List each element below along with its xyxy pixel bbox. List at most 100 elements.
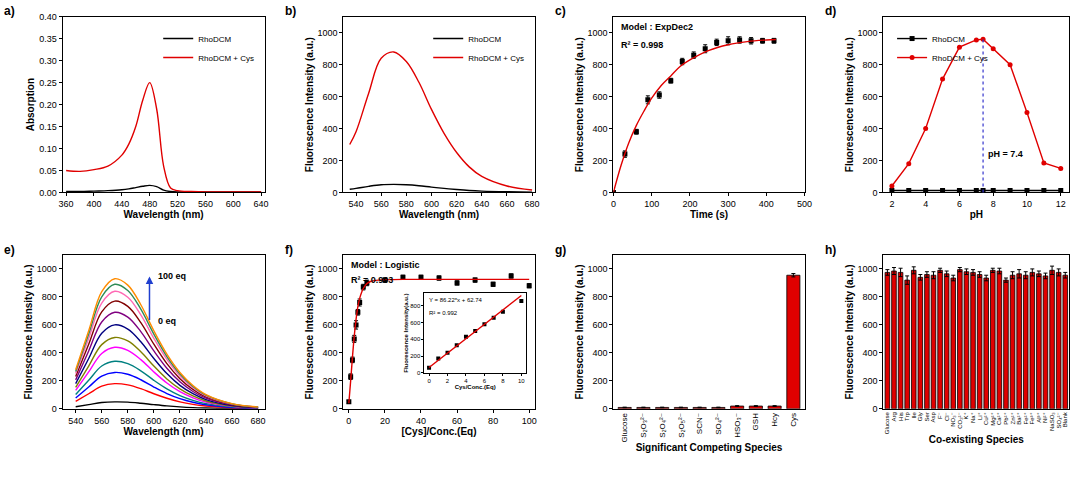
svg-text:0.25: 0.25 <box>39 78 57 88</box>
svg-text:200: 200 <box>593 376 608 386</box>
svg-text:GSH: GSH <box>751 413 760 431</box>
svg-text:Ni²⁺: Ni²⁺ <box>1042 412 1048 423</box>
svg-text:Fluorescence Intensity (a.u.): Fluorescence Intensity (a.u.) <box>23 264 34 399</box>
svg-text:S₂O₄²⁻: S₂O₄²⁻ <box>658 413 667 438</box>
svg-text:580: 580 <box>399 199 414 209</box>
svg-text:RhoDCM + Cys: RhoDCM + Cys <box>468 54 524 63</box>
svg-text:520: 520 <box>170 199 185 209</box>
svg-text:Hcy: Hcy <box>770 413 779 427</box>
svg-text:4: 4 <box>464 378 468 384</box>
svg-text:Zn²⁺: Zn²⁺ <box>1010 412 1016 424</box>
svg-text:200: 200 <box>410 353 421 359</box>
svg-text:600: 600 <box>593 92 608 102</box>
svg-text:RhoDCM: RhoDCM <box>198 35 231 44</box>
svg-text:0: 0 <box>611 199 616 209</box>
svg-text:400: 400 <box>863 124 878 134</box>
svg-text:0 eq: 0 eq <box>158 316 176 326</box>
svg-text:200: 200 <box>863 156 878 166</box>
svg-text:0: 0 <box>333 404 338 414</box>
svg-text:100: 100 <box>644 199 659 209</box>
svg-text:580: 580 <box>120 416 135 426</box>
svg-text:400: 400 <box>410 336 421 342</box>
svg-text:800: 800 <box>323 292 338 302</box>
svg-text:Fluorescence Intensity (a.u.): Fluorescence Intensity (a.u.) <box>304 37 315 172</box>
svg-text:100 eq: 100 eq <box>158 271 186 281</box>
svg-text:200: 200 <box>323 156 338 166</box>
svg-text:600: 600 <box>593 320 608 330</box>
svg-text:Fe²⁺: Fe²⁺ <box>1023 412 1029 424</box>
svg-text:Absorption: Absorption <box>25 78 36 131</box>
svg-text:pH: pH <box>970 209 983 220</box>
svg-text:R² = 0.998: R² = 0.998 <box>621 40 663 50</box>
svg-text:0: 0 <box>333 188 338 198</box>
svg-text:600: 600 <box>226 199 241 209</box>
svg-text:Wavelength (nm): Wavelength (nm) <box>124 426 204 437</box>
svg-text:Ca²⁺: Ca²⁺ <box>996 412 1002 425</box>
svg-text:SO₄²⁻: SO₄²⁻ <box>1056 412 1062 428</box>
svg-text:0: 0 <box>873 188 878 198</box>
svg-text:800: 800 <box>593 60 608 70</box>
svg-text:Fluorescence Intensity (a.u.): Fluorescence Intensity (a.u.) <box>574 264 585 399</box>
svg-text:0.10: 0.10 <box>39 144 57 154</box>
svg-text:620: 620 <box>172 416 187 426</box>
svg-text:SCN⁻: SCN⁻ <box>695 413 704 434</box>
svg-text:S₂O₃²⁻: S₂O₃²⁻ <box>639 413 648 438</box>
svg-text:640: 640 <box>254 199 269 209</box>
svg-text:620: 620 <box>449 199 464 209</box>
svg-text:400: 400 <box>86 199 101 209</box>
svg-text:Y = 86.22*x + 62.74: Y = 86.22*x + 62.74 <box>429 297 483 303</box>
svg-text:Time (s): Time (s) <box>690 209 728 220</box>
svg-text:200: 200 <box>42 376 57 386</box>
svg-text:K⁺: K⁺ <box>963 412 969 419</box>
svg-text:0.15: 0.15 <box>39 122 57 132</box>
svg-text:Fluorescence Intensity (a.u.): Fluorescence Intensity (a.u.) <box>844 37 855 172</box>
svg-text:6: 6 <box>483 378 487 384</box>
svg-text:400: 400 <box>593 348 608 358</box>
svg-text:80: 80 <box>488 416 498 426</box>
svg-text:Gly: Gly <box>917 412 923 421</box>
svg-text:200: 200 <box>863 376 878 386</box>
svg-text:d): d) <box>825 4 836 18</box>
svg-text:100: 100 <box>522 416 537 426</box>
svg-text:600: 600 <box>323 320 338 330</box>
svg-text:600: 600 <box>424 199 439 209</box>
svg-text:[Cys]/Conc.(Eq): [Cys]/Conc.(Eq) <box>402 426 477 437</box>
svg-text:600: 600 <box>410 320 421 326</box>
svg-text:400: 400 <box>759 199 774 209</box>
svg-text:2: 2 <box>446 378 450 384</box>
svg-text:a): a) <box>4 4 15 18</box>
svg-text:Trp: Trp <box>904 412 910 421</box>
svg-text:Blank: Blank <box>1062 411 1068 427</box>
svg-text:8: 8 <box>501 378 505 384</box>
svg-text:RhoDCM + Cys: RhoDCM + Cys <box>932 54 988 63</box>
svg-text:800: 800 <box>863 60 878 70</box>
svg-text:600: 600 <box>863 92 878 102</box>
svg-text:NO₃⁻: NO₃⁻ <box>950 412 956 427</box>
svg-text:0.35: 0.35 <box>39 34 57 44</box>
svg-text:0: 0 <box>603 188 608 198</box>
svg-text:1000: 1000 <box>858 28 878 38</box>
svg-text:0.00: 0.00 <box>39 188 57 198</box>
svg-text:560: 560 <box>374 199 389 209</box>
svg-text:600: 600 <box>42 320 57 330</box>
svg-text:Pb²⁺: Pb²⁺ <box>1003 412 1009 425</box>
svg-text:Model : ExpDec2: Model : ExpDec2 <box>621 22 693 32</box>
svg-text:1000: 1000 <box>588 28 608 38</box>
svg-text:560: 560 <box>94 416 109 426</box>
svg-text:480: 480 <box>142 199 157 209</box>
svg-text:Fe³⁺: Fe³⁺ <box>1029 412 1035 424</box>
svg-text:NaSO₃: NaSO₃ <box>1049 412 1055 431</box>
svg-text:0: 0 <box>873 404 878 414</box>
svg-text:640: 640 <box>474 199 489 209</box>
svg-text:6: 6 <box>957 199 962 209</box>
svg-text:c): c) <box>555 4 566 18</box>
svg-text:1000: 1000 <box>318 28 338 38</box>
svg-text:400: 400 <box>323 124 338 134</box>
svg-text:300: 300 <box>721 199 736 209</box>
svg-text:600: 600 <box>146 416 161 426</box>
svg-text:Co-existing Species: Co-existing Species <box>929 434 1024 445</box>
svg-text:Ba²⁺: Ba²⁺ <box>1016 412 1022 425</box>
svg-text:0.05: 0.05 <box>39 166 57 176</box>
svg-text:Fluorescence Intensity (a.u.): Fluorescence Intensity (a.u.) <box>304 264 315 399</box>
svg-text:200: 200 <box>682 199 697 209</box>
